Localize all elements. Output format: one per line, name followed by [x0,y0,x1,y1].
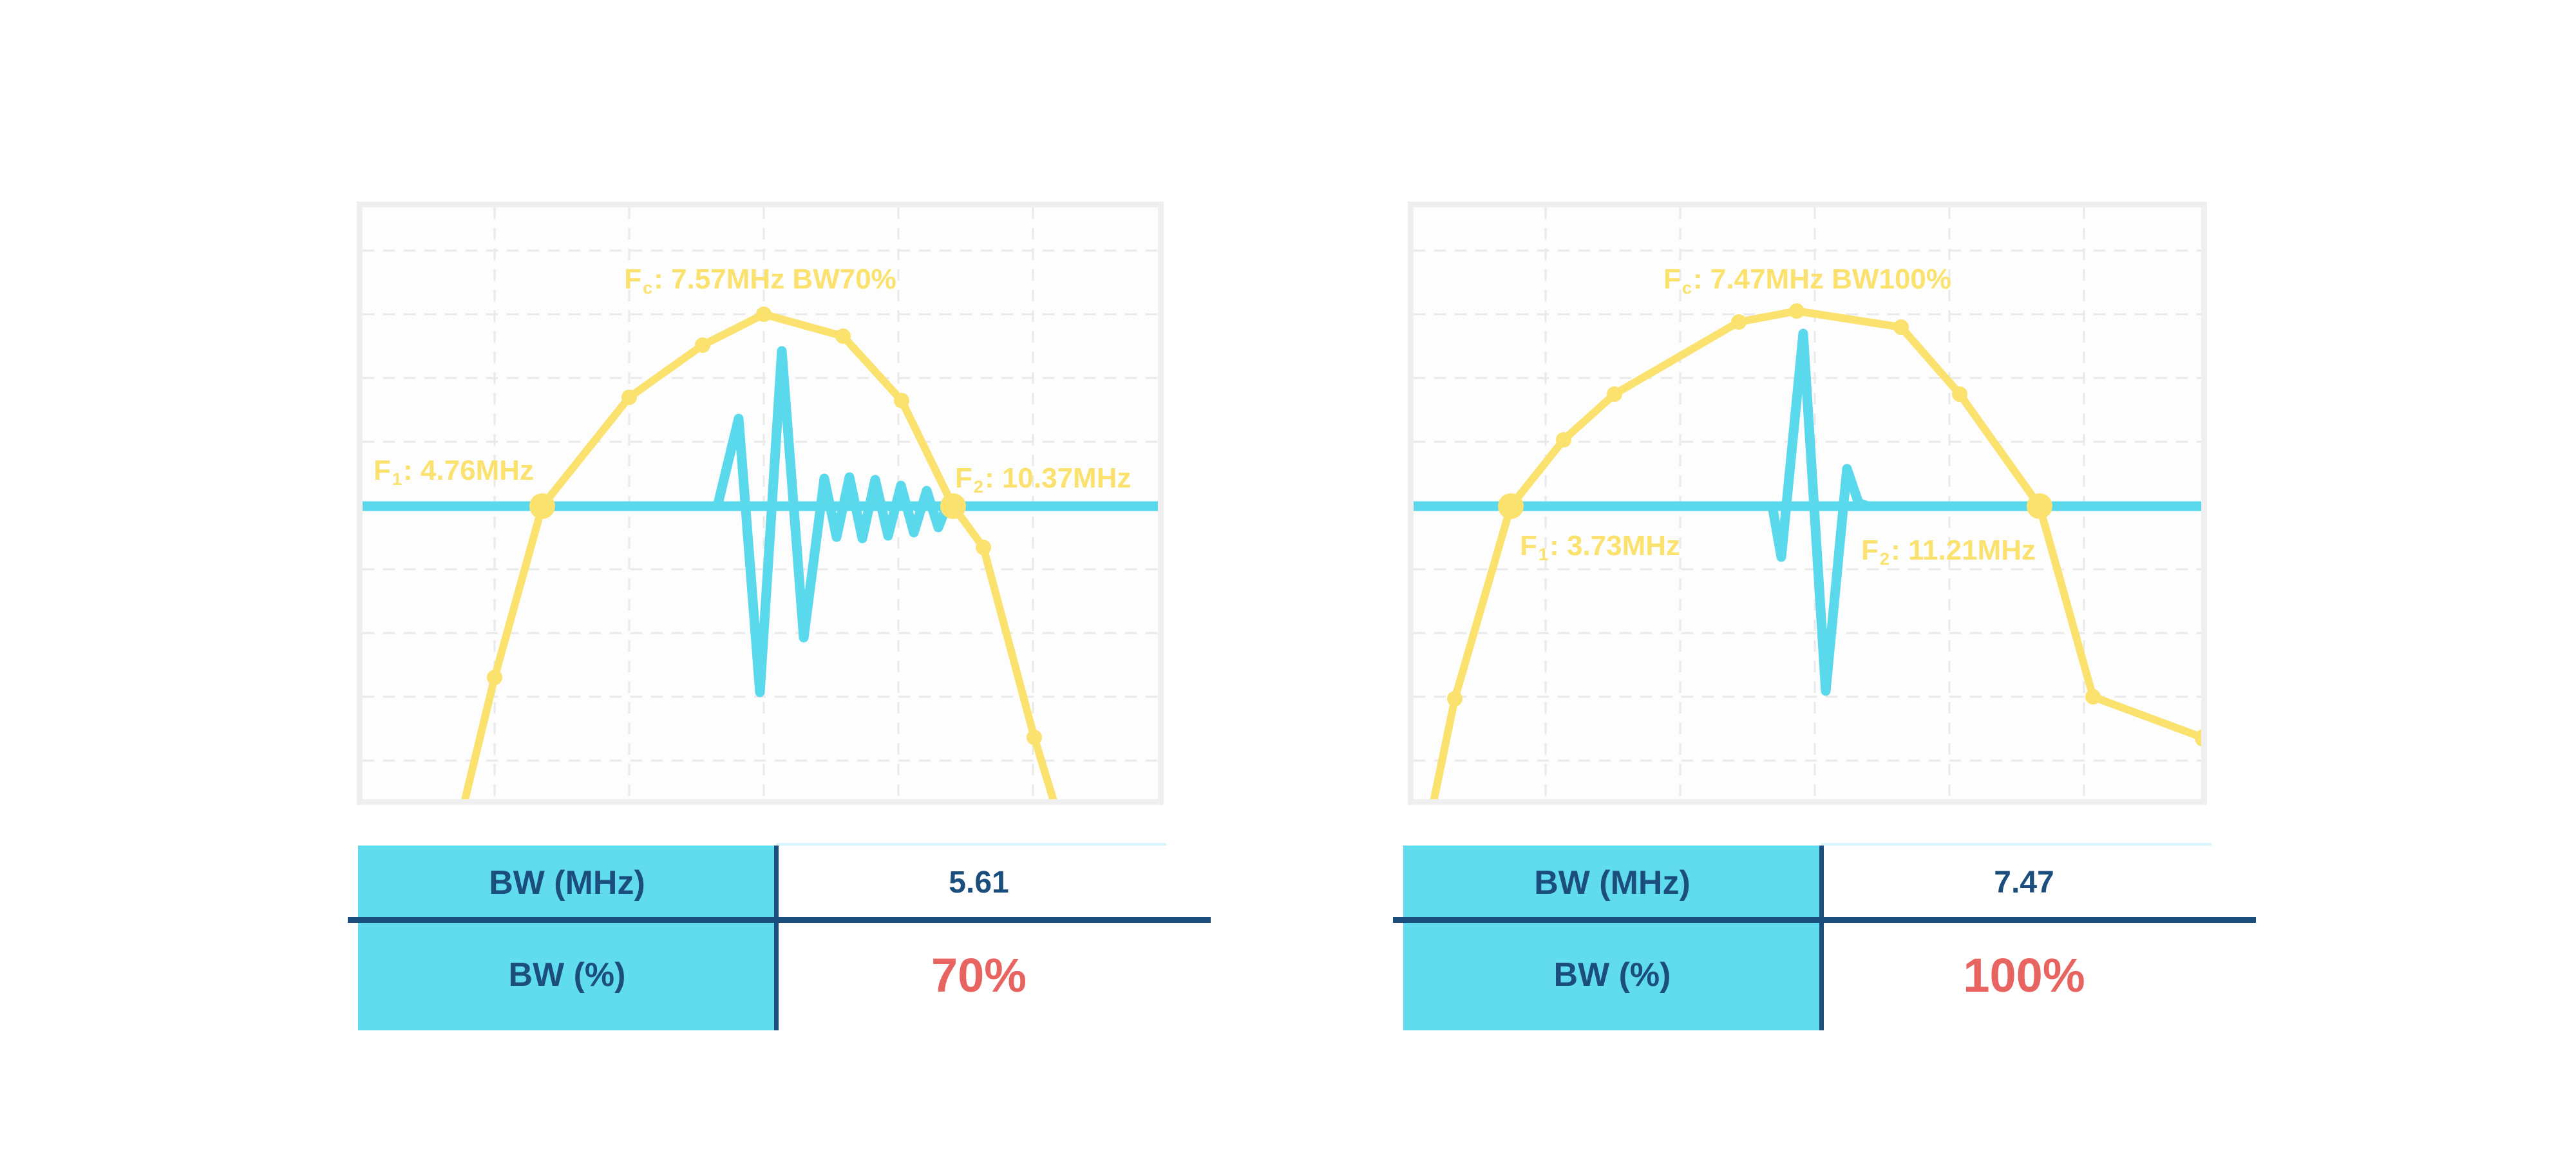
table-row: BW (MHz) 5.61 [358,846,1182,920]
bw-pct-value-cell: 70% [776,920,1182,1030]
bw-mhz-value-cell: 5.61 [776,846,1182,920]
bandwidth-crossing-dot [529,493,555,519]
spectrum-curve [460,310,1059,805]
bandwidth-crossing-dot [940,493,966,519]
bw-mhz-label-cell: BW (MHz) [1403,846,1821,920]
subscript-1: 1 [1538,544,1549,564]
spectrum-chart-right: Fc: 7.47MHz BW100% F1: 3.73MHz F2: 11.21… [1408,202,2207,805]
spectrum-plot-left [357,202,1164,805]
table-top-accent-line [1821,843,2211,846]
subscript-2: 2 [1879,548,1890,569]
bw-pct-label-cell: BW (%) [1403,920,1821,1030]
bandwidth-crossing-dot [1498,493,1524,519]
f1-label-right: F1: 3.73MHz [1520,530,1681,564]
subscript-c: c [1681,277,1692,298]
data-point-dot [835,328,851,344]
data-point-dot [894,393,909,408]
table-row: BW (%) 100% [1403,920,2227,1030]
chart-frame [1408,202,2207,805]
spectrum-plot-right [1408,202,2207,805]
data-point-dot [976,540,991,555]
data-point-dot [1952,386,1967,402]
pulse-waveform [712,346,952,697]
data-point-dot [1447,691,1463,706]
fc-label-right: Fc: 7.47MHz BW100% [1663,263,1952,298]
f2-label-right: F2: 11.21MHz [1861,534,2036,569]
bw-table-right: BW (MHz) 7.47 BW (%) 100% [1393,843,2256,1030]
data-point-dot [2085,689,2101,705]
table-vertical-divider [1819,846,1824,1030]
subscript-2: 2 [973,476,984,497]
table-horizontal-divider [348,917,1211,923]
bw-mhz-value-cell: 7.47 [1821,846,2227,920]
chart-frame [357,202,1164,805]
data-point-dot [1027,730,1042,745]
data-point-dot [695,337,710,353]
table-vertical-divider [774,846,779,1030]
fc-label-left: Fc: 7.57MHz BW70% [624,263,896,298]
f2-label-left: F2: 10.37MHz [955,462,1132,497]
spectrum-curve [1429,307,2207,805]
data-point-dot [1607,386,1622,402]
data-point-dot [1731,314,1747,330]
bandwidth-crossing-dot [2027,493,2052,519]
data-point-dot [756,307,772,322]
pulse-waveform [1756,328,1873,696]
spectrum-chart-left: Fc: 7.57MHz BW70% F1: 4.76MHz F2: 10.37M… [357,202,1164,805]
f1-label-left: F1: 4.76MHz [374,455,535,489]
bw-mhz-label-cell: BW (MHz) [358,846,776,920]
data-point-dot [1893,319,1909,335]
bw-pct-label-cell: BW (%) [358,920,776,1030]
data-point-dot [487,670,502,685]
data-point-dot [621,390,637,405]
data-point-dot [1556,432,1571,448]
table-horizontal-divider [1393,917,2256,923]
data-point-dot [1789,303,1804,319]
subscript-1: 1 [392,468,402,489]
subscript-c: c [643,277,653,298]
table-row: BW (MHz) 7.47 [1403,846,2227,920]
table-row: BW (%) 70% [358,920,1182,1030]
bw-table-left: BW (MHz) 5.61 BW (%) 70% [348,843,1211,1030]
bw-pct-value-cell: 100% [1821,920,2227,1030]
table-top-accent-line [776,843,1166,846]
